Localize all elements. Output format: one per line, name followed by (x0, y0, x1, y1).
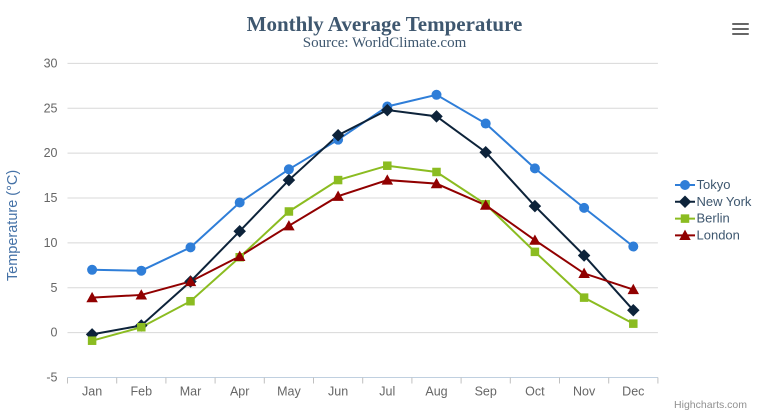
svg-text:0: 0 (51, 326, 58, 340)
svg-text:Temperature (°C): Temperature (°C) (5, 170, 21, 281)
svg-text:25: 25 (44, 101, 58, 115)
svg-text:Dec: Dec (622, 385, 644, 399)
svg-text:30: 30 (44, 56, 58, 70)
svg-text:Aug: Aug (425, 385, 447, 399)
svg-text:Jul: Jul (379, 385, 395, 399)
svg-text:Mar: Mar (180, 385, 202, 399)
svg-text:10: 10 (44, 236, 58, 250)
svg-text:5: 5 (51, 281, 58, 295)
svg-text:Jan: Jan (82, 385, 102, 399)
svg-text:Jun: Jun (328, 385, 348, 399)
svg-text:Sep: Sep (475, 385, 497, 399)
svg-text:20: 20 (44, 146, 58, 160)
svg-text:-5: -5 (46, 371, 57, 385)
svg-text:Berlin: Berlin (697, 211, 730, 226)
svg-text:Highcharts.com: Highcharts.com (674, 399, 747, 411)
svg-text:Tokyo: Tokyo (697, 177, 731, 192)
svg-text:Nov: Nov (573, 385, 596, 399)
svg-text:London: London (697, 227, 740, 242)
svg-text:Oct: Oct (525, 385, 545, 399)
svg-text:Apr: Apr (230, 385, 249, 399)
svg-text:New York: New York (697, 194, 752, 209)
svg-text:May: May (277, 385, 301, 399)
svg-text:15: 15 (44, 191, 58, 205)
svg-text:Feb: Feb (131, 385, 153, 399)
